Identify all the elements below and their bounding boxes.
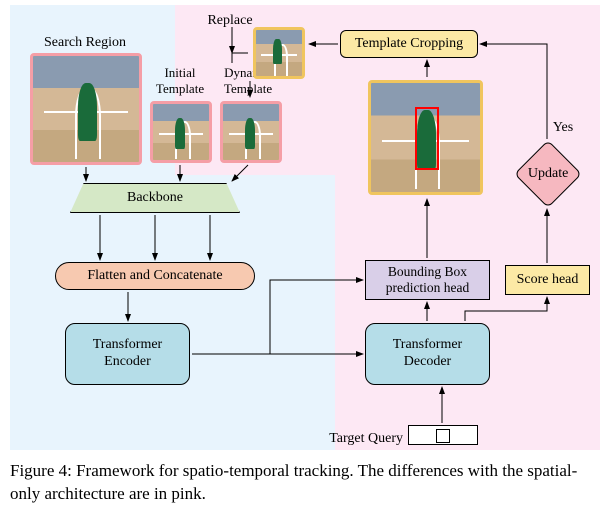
node-bbox-head: Bounding Box prediction head bbox=[365, 260, 490, 300]
node-encoder-text: Transformer Encoder bbox=[93, 337, 162, 371]
node-update-text: Update bbox=[528, 166, 568, 182]
node-template-cropping-text: Template Cropping bbox=[355, 36, 463, 53]
img-search-region bbox=[30, 53, 142, 165]
node-template-cropping: Template Cropping bbox=[340, 30, 478, 58]
img-result bbox=[368, 80, 483, 195]
img-initial-template bbox=[150, 101, 212, 163]
figure-caption: Figure 4: Framework for spatio-temporal … bbox=[10, 460, 600, 506]
node-backbone-text: Backbone bbox=[127, 190, 183, 206]
node-bbox-head-text: Bounding Box prediction head bbox=[386, 264, 470, 296]
node-decoder: Transformer Decoder bbox=[365, 323, 490, 385]
label-search-region: Search Region bbox=[30, 35, 140, 51]
target-query-box bbox=[408, 425, 478, 445]
label-initial-template: Initial Template bbox=[150, 65, 210, 97]
label-target-query: Target Query bbox=[313, 431, 403, 447]
node-score-head-text: Score head bbox=[517, 272, 579, 289]
node-decoder-text: Transformer Decoder bbox=[393, 337, 462, 371]
node-encoder: Transformer Encoder bbox=[65, 323, 190, 385]
label-yes: Yes bbox=[543, 120, 583, 136]
bbox-overlay bbox=[415, 107, 439, 170]
node-flatten: Flatten and Concatenate bbox=[55, 262, 255, 290]
node-flatten-text: Flatten and Concatenate bbox=[87, 268, 222, 285]
img-dynamic-template bbox=[220, 101, 282, 163]
node-backbone: Backbone bbox=[70, 183, 240, 213]
target-query-token bbox=[436, 429, 450, 443]
node-score-head: Score head bbox=[505, 265, 590, 295]
img-crop-output bbox=[253, 27, 305, 79]
diagram-canvas: Replace Search Region Initial Template D… bbox=[10, 5, 600, 450]
